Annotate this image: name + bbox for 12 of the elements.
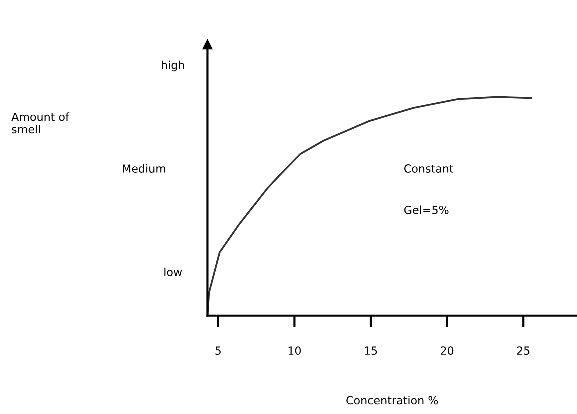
x-tick-label: 20 [441, 346, 454, 356]
x-tick-label: 10 [288, 346, 302, 356]
x-tick-label: 5 [216, 346, 221, 356]
text: low [164, 268, 182, 276]
text: high [162, 60, 184, 72]
annotation: Constant [404, 164, 454, 173]
x-tick-label: 25 [517, 346, 530, 356]
x-axis-title: Concentration % [346, 396, 438, 405]
text: Amount of smell [12, 112, 70, 134]
x-tick-label: 15 [365, 346, 378, 356]
annotation: Gel=5% [404, 206, 449, 214]
text: Medium [123, 164, 166, 173]
